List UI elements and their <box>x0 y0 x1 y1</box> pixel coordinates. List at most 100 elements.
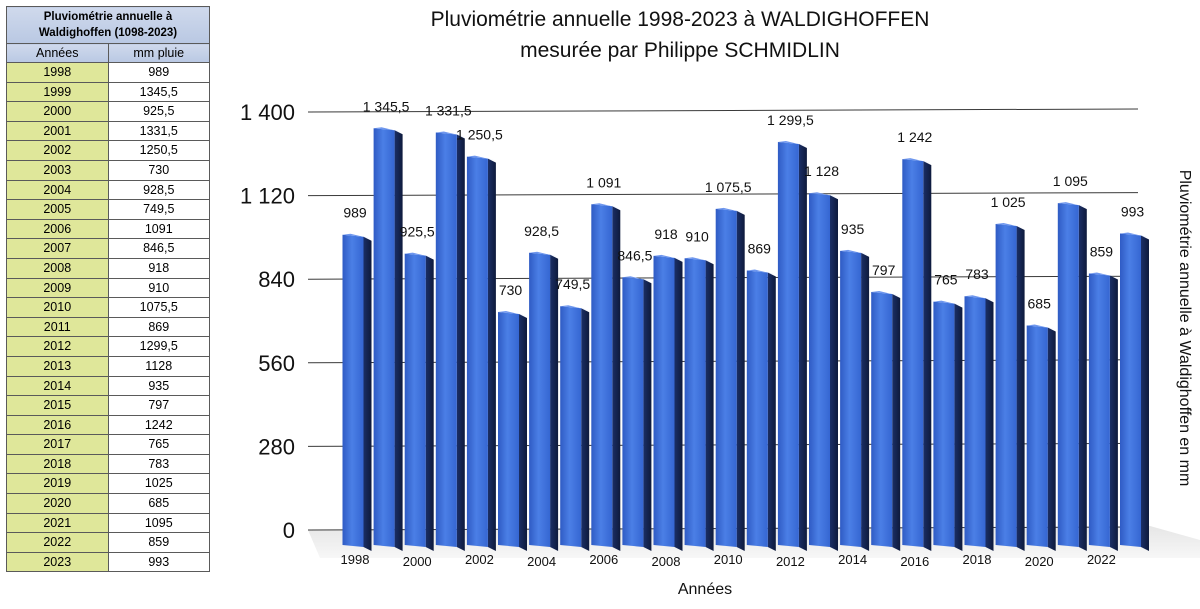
bar-side <box>1016 225 1025 551</box>
data-label: 925,5 <box>400 224 435 240</box>
table-cell-rainfall: 918 <box>107 257 210 279</box>
bar-front <box>529 252 551 547</box>
y-tick-label: 560 <box>258 351 295 376</box>
bar-side <box>798 144 807 552</box>
bar <box>435 131 465 551</box>
table-cell-year: 2017 <box>6 434 109 455</box>
bar-front <box>466 156 488 548</box>
table-cell-year: 2015 <box>6 395 109 416</box>
x-tick-label: 2014 <box>838 552 867 567</box>
x-tick-label: 1998 <box>341 552 370 567</box>
bar-side <box>519 314 527 551</box>
bar-top <box>777 141 807 147</box>
chart-subtitle: mesurée par Philippe SCHMIDLIN <box>520 39 840 62</box>
data-label: 1 091 <box>586 174 621 190</box>
table-row: 2000 925,5 <box>6 101 210 122</box>
bar-side <box>736 210 745 552</box>
table-row: 2005 749,5 <box>6 199 210 220</box>
bar <box>840 249 870 552</box>
bar-side <box>954 303 963 551</box>
bar <box>902 158 932 551</box>
data-label: 765 <box>934 272 958 288</box>
bar-side <box>1078 205 1087 552</box>
table-row: 2002 1250,5 <box>6 140 210 161</box>
bar-top <box>809 192 838 198</box>
bar-top <box>995 222 1025 228</box>
table-row: 2015 797 <box>6 395 210 416</box>
bar-side <box>705 260 714 551</box>
data-label: 1 128 <box>804 163 839 179</box>
bar <box>560 305 590 551</box>
table-cell-rainfall: 1025 <box>107 473 210 495</box>
bar-top <box>373 127 403 133</box>
chart-title: Pluviométrie annuelle 1998-2023 à WALDIG… <box>430 8 930 31</box>
table-cell-year: 2023 <box>6 551 109 573</box>
data-label: 1 250,5 <box>456 127 503 143</box>
bar-top <box>746 269 776 275</box>
data-label: 1 095 <box>1053 173 1088 189</box>
table-cell-rainfall: 910 <box>107 277 210 299</box>
chart-title-block: Pluviométrie annuelle 1998-2023 à WALDIG… <box>330 4 1030 66</box>
table-row: 2011 869 <box>6 316 210 338</box>
bar-top <box>435 131 465 137</box>
bar-front <box>964 296 986 547</box>
bar-front <box>653 255 675 547</box>
bar-front <box>1026 325 1048 547</box>
x-tick-label: 2002 <box>465 552 494 567</box>
table-cell-year: 2007 <box>6 238 109 259</box>
bar-top <box>529 251 559 257</box>
bar <box>684 257 714 551</box>
bar-side <box>456 134 465 551</box>
bar-side <box>1141 235 1149 552</box>
table-caption-line1: Pluviométrie annuelle à <box>43 11 173 23</box>
bar-top <box>1026 324 1056 330</box>
bar <box>871 291 901 551</box>
bar-side <box>612 206 621 551</box>
bar-front <box>995 223 1017 547</box>
bar-front <box>684 258 706 547</box>
bar-front <box>1120 233 1141 548</box>
data-label: 935 <box>841 221 865 237</box>
bar-side <box>985 298 994 551</box>
table-cell-rainfall: 1242 <box>107 414 210 436</box>
bar-top <box>1120 232 1149 238</box>
data-label: 797 <box>872 262 896 278</box>
bar-front <box>342 234 364 547</box>
x-tick-label: 2006 <box>589 552 618 567</box>
table-cell-rainfall: 1091 <box>107 218 210 240</box>
y-tick-label: 0 <box>283 518 295 543</box>
table-row: 2022 859 <box>6 532 210 553</box>
bar-top <box>964 295 994 301</box>
bar-side <box>1109 275 1118 551</box>
table-body: 1998 989 1999 1345,5 2000 925,5 2001 1331,5 2002… <box>6 62 210 573</box>
x-tick-label: 2012 <box>776 554 805 569</box>
bar-front <box>435 132 457 547</box>
bar-front <box>809 193 830 547</box>
table-cell-year: 2006 <box>6 218 109 240</box>
bar-side <box>861 252 870 552</box>
data-label: 859 <box>1090 244 1114 260</box>
gridline <box>307 108 1139 113</box>
y-tick-label: 1 120 <box>240 184 295 209</box>
bar-side <box>643 279 652 551</box>
table-cell-rainfall: 1095 <box>107 512 210 534</box>
bar-top <box>591 203 621 209</box>
x-tick-label: 2000 <box>403 554 432 569</box>
data-label: 928,5 <box>524 223 559 239</box>
bar-front <box>933 301 955 547</box>
bar-front <box>1057 203 1079 548</box>
x-tick-label: 2004 <box>527 554 556 569</box>
bar <box>964 295 994 551</box>
table-row: 1998 989 <box>6 62 210 83</box>
table-cell-year: 2004 <box>6 179 109 201</box>
table-cell-rainfall: 783 <box>107 453 210 475</box>
bar <box>777 141 807 552</box>
bar <box>466 155 496 552</box>
bar-front <box>902 159 924 547</box>
bar-top <box>840 249 870 255</box>
bar-top <box>342 233 372 239</box>
data-label: 869 <box>748 241 772 257</box>
table-cell-year: 2022 <box>6 532 109 553</box>
bar <box>342 233 372 551</box>
bar-front <box>840 250 862 548</box>
